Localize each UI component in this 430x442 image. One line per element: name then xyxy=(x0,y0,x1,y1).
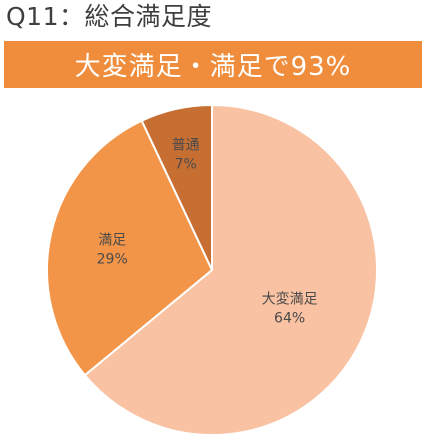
slice-label-1: 大変満足 xyxy=(262,291,318,308)
slice-value-3: 7% xyxy=(175,157,197,173)
pie-slice-3 xyxy=(140,103,213,271)
slice-label-2: 満足 xyxy=(98,233,126,249)
pie-slices xyxy=(46,103,378,436)
slice-label-3: 普通 xyxy=(172,138,200,154)
summary-banner: 大変満足・満足で93% xyxy=(4,41,422,88)
slice-value-1: 64% xyxy=(274,311,305,327)
pie-labels: 大変満足 64% 満足 29% 普通 7% xyxy=(97,138,318,327)
slice-value-2: 29% xyxy=(97,252,128,268)
pie-slice-1 xyxy=(83,103,378,436)
chart-title: Q11：総合満足度 xyxy=(6,2,212,31)
summary-banner-text: 大変満足・満足で93% xyxy=(74,52,352,82)
